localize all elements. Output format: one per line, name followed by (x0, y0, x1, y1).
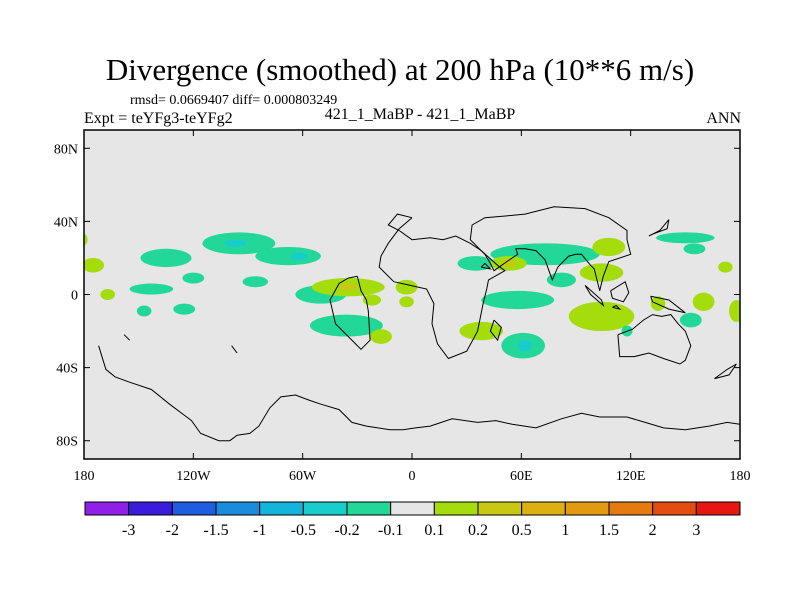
contour-region-18 (370, 329, 392, 344)
x-tick-label: 180 (74, 469, 95, 484)
colorbar-label: -1.5 (203, 522, 228, 539)
season-label: ANN (706, 110, 741, 127)
colorbar-swatch-8 (433, 501, 479, 516)
coastline-0 (329, 275, 371, 351)
colorbar-swatch-6 (346, 501, 392, 516)
coastline-11 (648, 219, 670, 237)
colorbar-swatch-9 (477, 501, 523, 516)
contour-region-15 (309, 314, 383, 337)
contour-region-25 (501, 259, 516, 268)
axis-ticks: 180 120W 60W 0 60E 120E 180 80N 40N 0 40S 80S (54, 130, 751, 484)
contour-region-13 (136, 305, 152, 317)
contour-region-26 (592, 237, 626, 257)
colorbar-swatch-1 (128, 501, 173, 516)
colorbar-label: -0.2 (334, 522, 359, 539)
colorbar-label: 3 (692, 522, 700, 539)
case-label: 421_1_MaBP - 421_1_MaBP (324, 106, 516, 123)
contour-region-3 (255, 246, 321, 266)
coastline-2 (378, 213, 506, 360)
x-tick-label: 180 (730, 469, 751, 484)
contour-region-21 (718, 261, 733, 273)
contour-region-19 (84, 257, 105, 273)
coastlines (98, 206, 740, 442)
colorbar-swatch-7 (390, 501, 435, 516)
contour-region-12 (100, 289, 115, 300)
colorbar-label: 2 (649, 522, 657, 539)
contour-region-2 (140, 248, 192, 268)
coastline-8 (612, 304, 622, 311)
colorbar-label: 0.2 (468, 522, 488, 539)
colorbar-swatch-5 (302, 501, 348, 516)
coastline-1 (98, 345, 740, 442)
contour-region-5 (182, 272, 205, 284)
contour-region-23 (457, 256, 494, 271)
colorbar-label: 1.5 (599, 522, 619, 539)
x-tick-label: 0 (409, 469, 416, 484)
contour-region-29 (481, 290, 555, 310)
coastline-5 (617, 314, 692, 365)
contour-region-31 (683, 243, 706, 255)
contour-region-1 (224, 239, 247, 247)
coastline-6 (469, 206, 632, 291)
colorbar-swatch-10 (521, 501, 566, 516)
colorbar-label: 1 (561, 522, 569, 539)
coastline-4 (480, 262, 492, 270)
contour-region-35 (517, 340, 533, 352)
contour-region-11 (129, 283, 174, 295)
y-tick-label: 80N (54, 142, 78, 157)
contour-region-27 (579, 263, 624, 282)
contour-region-28 (546, 272, 577, 288)
y-tick-label: 40S (56, 362, 78, 377)
coastline-13 (231, 345, 238, 354)
contour-region-10 (395, 279, 418, 295)
x-tick-label: 60W (289, 469, 317, 484)
contour-region-16 (362, 294, 382, 306)
coastline-3 (489, 319, 502, 342)
colorbar-swatch-11 (564, 501, 610, 516)
colorbar-label: 0.5 (512, 522, 532, 539)
colorbar: -3 -2 -1.5 -1 -0.5 -0.2 -0.1 0.1 0.2 0.5 1 1.5 2 3 (84, 501, 741, 539)
x-tick-label: 120W (176, 469, 211, 484)
y-tick-label: 80S (56, 435, 78, 450)
colorbar-swatch-4 (259, 501, 304, 516)
colorbar-swatch-13 (652, 501, 697, 516)
colorbar-label: -0.5 (291, 522, 316, 539)
contour-region-20 (84, 234, 88, 246)
contour-region-6 (242, 276, 269, 288)
coastline-7 (584, 285, 605, 308)
stats-label: rmsd= 0.0669407 diff= 0.000803249 (130, 93, 338, 108)
y-tick-label: 0 (71, 289, 78, 304)
x-tick-label: 60E (510, 469, 533, 484)
coastline-12 (714, 363, 737, 380)
colorbar-label: -3 (122, 522, 135, 539)
contour-region-9 (339, 283, 358, 291)
contour-region-33 (459, 321, 504, 341)
contour-region-4 (289, 252, 309, 260)
plot-background (84, 130, 740, 459)
contour-region-39 (679, 312, 702, 328)
colorbar-swatch-3 (215, 501, 261, 516)
coastline-10 (650, 295, 686, 314)
contour-region-38 (692, 292, 715, 311)
experiment-label: Expt = teYFg3-teYFg2 (84, 110, 233, 127)
chart-title: Divergence (smoothed) at 200 hPa (10**6 … (105, 52, 695, 87)
contour-region-30 (656, 232, 715, 244)
colorbar-label: -1 (253, 522, 266, 539)
contour-region-37 (650, 296, 666, 311)
contour-region-17 (399, 296, 414, 308)
colorbar-swatch-14 (695, 501, 741, 516)
colorbar-label: -0.1 (378, 522, 403, 539)
colorbar-label: 0.1 (424, 522, 444, 539)
contour-region-40 (729, 299, 740, 322)
x-tick-label: 120E (616, 469, 646, 484)
contour-region-14 (173, 303, 196, 315)
y-tick-label: 40N (54, 215, 78, 230)
colorbar-label: -2 (166, 522, 179, 539)
colorbar-swatch-2 (171, 501, 217, 516)
colorbar-swatch-0 (84, 501, 130, 516)
coastline-9 (610, 280, 630, 303)
colorbar-swatch-12 (608, 501, 654, 516)
coastline-14 (123, 334, 130, 341)
